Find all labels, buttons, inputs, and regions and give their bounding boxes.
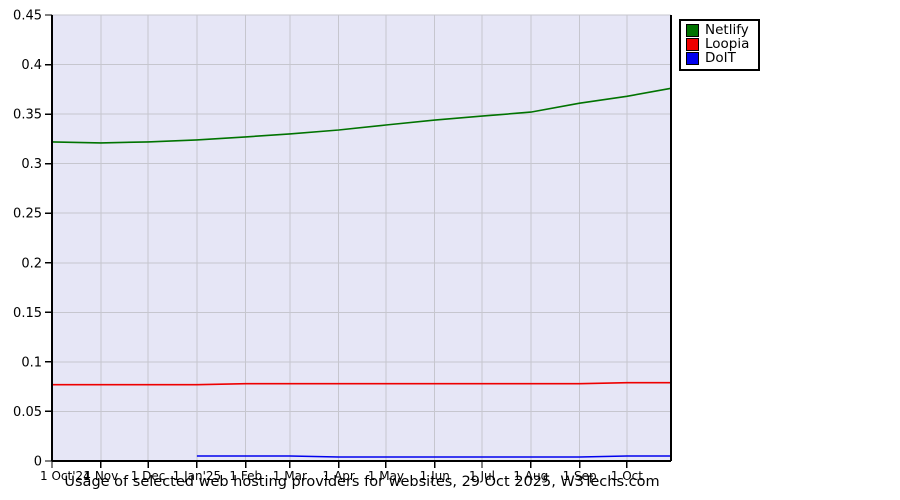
x-tick-label: 1 May (368, 469, 404, 483)
series-line-doit (196, 455, 671, 458)
loopia-swatch-icon (686, 38, 699, 51)
y-tick-label: 0.45 (13, 9, 42, 24)
x-tick-label: 1 Jul (469, 469, 495, 483)
x-tick-label: 1 Apr (323, 469, 355, 483)
x-tick-label: 1 Oct'24 (40, 469, 91, 483)
y-tick-label: 0 (34, 455, 42, 470)
y-tick-label: 0.1 (21, 355, 42, 370)
y-tick-label: 0.15 (13, 306, 42, 321)
x-tick-label: 1 Feb (229, 469, 262, 483)
legend-item-doit: DoIT (686, 50, 749, 66)
legend: Netlify Loopia DoIT (679, 19, 761, 71)
series-line-loopia (52, 381, 671, 386)
legend-label: Loopia (705, 36, 750, 52)
y-tick-label: 0.2 (21, 256, 42, 271)
y-tick-label: 0.25 (13, 207, 42, 222)
x-tick-label: 1 Sep (563, 469, 597, 483)
series-line-netlify (51, 87, 672, 144)
legend-item-netlify: Netlify (686, 22, 749, 38)
x-tick-label: 1 Oct (611, 469, 643, 483)
y-tick-label: 0.4 (21, 58, 42, 73)
legend-label: Netlify (705, 22, 749, 38)
y-tick-label: 0.05 (13, 405, 42, 420)
x-tick-label: 1 Mar (273, 469, 307, 483)
legend-label: DoIT (705, 50, 736, 66)
chart-caption: Usage of selected web hosting providers … (64, 474, 660, 490)
x-tick-label: 1 Nov (83, 469, 118, 483)
netlify-swatch-icon (686, 24, 699, 37)
doit-swatch-icon (686, 52, 699, 65)
x-tick-label: 1 Jan'25 (173, 469, 222, 483)
x-tick-label: 1 Aug (513, 469, 548, 483)
plot-area (52, 15, 671, 461)
legend-item-loopia: Loopia (686, 36, 750, 52)
y-tick-label: 0.35 (13, 108, 42, 123)
x-tick-label: 1 Jun (420, 469, 450, 483)
x-tick-label: 1 Dec (131, 469, 166, 483)
y-tick-label: 0.3 (21, 157, 42, 172)
